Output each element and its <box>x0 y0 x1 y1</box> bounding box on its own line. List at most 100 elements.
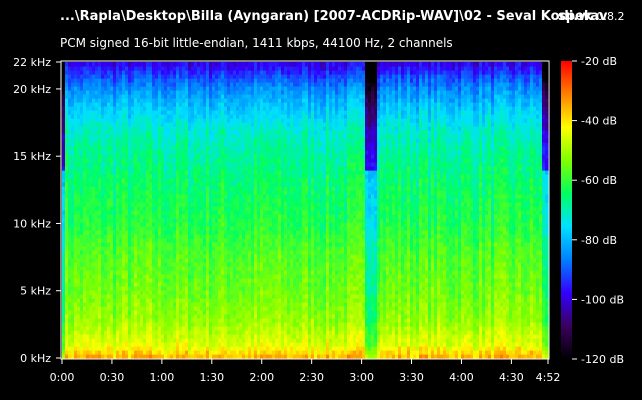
heatmap-cell <box>134 226 138 231</box>
heatmap-cell <box>95 118 99 123</box>
heatmap-cell <box>122 174 126 179</box>
heatmap-cell <box>80 270 84 275</box>
heatmap-cell <box>146 78 150 83</box>
heatmap-cell <box>113 90 117 95</box>
heatmap-cell <box>89 62 93 67</box>
heatmap-cell <box>110 162 114 167</box>
heatmap-cell <box>89 78 93 83</box>
heatmap-cell <box>71 230 75 235</box>
heatmap-cell <box>77 338 81 343</box>
heatmap-cell <box>137 162 141 167</box>
heatmap-cell <box>92 178 96 183</box>
heatmap-cell <box>149 258 153 263</box>
heatmap-cell <box>113 138 117 143</box>
heatmap-cell <box>137 82 141 87</box>
heatmap-cell <box>101 198 105 203</box>
heatmap-cell <box>134 210 138 215</box>
heatmap-cell <box>74 74 78 79</box>
heatmap-cell <box>65 190 69 195</box>
heatmap-cell <box>110 262 114 267</box>
heatmap-cell <box>128 218 132 223</box>
heatmap-cell <box>128 122 132 127</box>
heatmap-cell <box>89 254 93 259</box>
heatmap-cell <box>107 214 111 219</box>
heatmap-cell <box>146 182 150 187</box>
heatmap-cell <box>92 182 96 187</box>
heatmap-cell <box>68 234 72 239</box>
heatmap-cell <box>116 314 120 319</box>
heatmap-cell <box>101 134 105 139</box>
heatmap-cell <box>155 326 159 331</box>
heatmap-cell <box>104 122 108 127</box>
heatmap-cell <box>107 238 111 243</box>
heatmap-cell <box>68 146 72 151</box>
heatmap-cell <box>65 334 69 339</box>
heatmap-cell <box>95 350 99 355</box>
heatmap-cell <box>83 198 87 203</box>
heatmap-cell <box>155 190 159 195</box>
heatmap-cell <box>146 210 150 215</box>
heatmap-cell <box>101 214 105 219</box>
heatmap-cell <box>86 226 90 231</box>
heatmap-cell <box>122 102 126 107</box>
heatmap-cell <box>80 334 84 339</box>
heatmap-cell <box>71 186 75 191</box>
heatmap-cell <box>149 326 153 331</box>
heatmap-cell <box>101 126 105 131</box>
heatmap-cell <box>104 106 108 111</box>
heatmap-cell <box>146 150 150 155</box>
heatmap-cell <box>131 322 135 327</box>
heatmap-cell <box>86 126 90 131</box>
heatmap-cell <box>152 62 156 67</box>
heatmap-cell <box>143 154 147 159</box>
heatmap-cell <box>113 258 117 263</box>
heatmap-cell <box>116 98 120 103</box>
heatmap-cell <box>116 138 120 143</box>
heatmap-cell <box>74 166 78 171</box>
heatmap-cell <box>92 262 96 267</box>
heatmap-cell <box>77 186 81 191</box>
heatmap-cell <box>113 126 117 131</box>
heatmap-cell <box>131 102 135 107</box>
heatmap-cell <box>83 130 87 135</box>
heatmap-cell <box>155 342 159 347</box>
heatmap-cell <box>125 238 129 243</box>
heatmap-cell <box>86 346 90 351</box>
heatmap-cell <box>146 270 150 275</box>
heatmap-cell <box>119 250 123 255</box>
heatmap-cell <box>74 78 78 83</box>
heatmap-cell <box>110 82 114 87</box>
heatmap-cell <box>119 62 123 67</box>
heatmap-cell <box>107 270 111 275</box>
heatmap-cell <box>152 234 156 239</box>
heatmap-cell <box>104 110 108 115</box>
heatmap-cell <box>95 286 99 291</box>
heatmap-cells <box>62 62 549 359</box>
heatmap-cell <box>65 270 69 275</box>
heatmap-cell <box>80 350 84 355</box>
heatmap-cell <box>95 190 99 195</box>
heatmap-cell <box>86 186 90 191</box>
heatmap-cell <box>116 294 120 299</box>
heatmap-cell <box>80 238 84 243</box>
heatmap-cell <box>83 222 87 227</box>
heatmap-cell <box>116 346 120 351</box>
heatmap-cell <box>116 154 120 159</box>
heatmap-cell <box>131 350 135 355</box>
heatmap-cell <box>131 302 135 307</box>
heatmap-cell <box>119 122 123 127</box>
heatmap-cell <box>125 170 129 175</box>
heatmap-cell <box>131 134 135 139</box>
heatmap-cell <box>143 246 147 251</box>
heatmap-cell <box>155 198 159 203</box>
heatmap-cell <box>74 98 78 103</box>
heatmap-cell <box>113 254 117 259</box>
heatmap-cell <box>83 350 87 355</box>
heatmap-cell <box>134 334 138 339</box>
heatmap-cell <box>107 266 111 271</box>
heatmap-cell <box>101 342 105 347</box>
heatmap-cell <box>152 298 156 303</box>
heatmap-cell <box>149 122 153 127</box>
heatmap-cell <box>101 302 105 307</box>
